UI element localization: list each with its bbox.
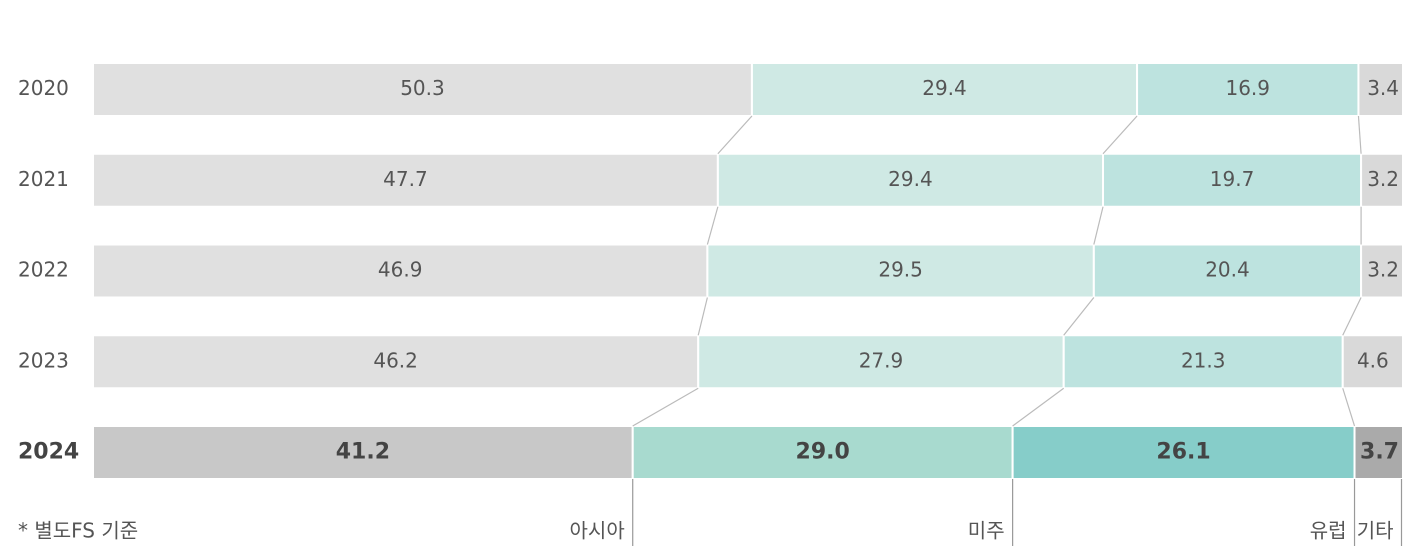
data-label: 16.9 [1225,76,1270,100]
data-label: 46.9 [378,258,423,282]
data-label: 47.7 [383,167,428,191]
bar-segment [697,334,1065,390]
data-label: 19.7 [1210,167,1255,191]
bar-segment [1360,243,1403,299]
bar-segment [92,152,719,208]
data-label: 3.4 [1367,76,1399,100]
bar-segment [92,243,709,299]
bar-segment [716,152,1105,208]
y-tick-label: 2024 [18,440,79,465]
y-tick-label: 2020 [18,76,69,100]
data-label: 4.6 [1357,348,1389,372]
connector [1012,387,1065,427]
connector [717,115,753,155]
bar-segment [1136,62,1360,117]
data-label: 29.0 [796,440,850,465]
y-tick-label: 2021 [18,167,69,191]
data-label: 29.5 [878,258,923,282]
connector [1102,115,1138,155]
bar-segment [92,425,634,480]
connector [1342,388,1356,427]
y-tick-label: 2022 [18,258,69,282]
legend-label: 기타 [1357,519,1394,543]
legend-label: 유럽 [1310,519,1347,543]
bar-segment [1360,152,1403,208]
data-label: 3.2 [1367,258,1399,282]
legend-label: 아시아 [570,519,625,543]
bar-segment [631,425,1014,480]
data-label: 27.9 [859,348,904,372]
bar-segment [1341,334,1403,390]
data-label: 29.4 [888,167,933,191]
data-label: 3.7 [1360,440,1399,465]
data-label: 46.2 [373,348,418,372]
connector [1357,115,1362,154]
bar-segment [1102,152,1363,208]
note: * 별도FS 기준 [18,519,138,543]
connector [632,387,699,427]
connector [1063,297,1095,336]
bar-segment [1011,425,1356,480]
bar-segment [1353,425,1403,480]
y-tick-label: 2023 [18,348,69,372]
data-label: 26.1 [1156,440,1210,465]
bar-segment [706,243,1095,299]
data-label: 21.3 [1181,348,1226,372]
bar-segment [92,334,700,390]
bar-segment [92,62,753,117]
bar-segment [750,62,1139,117]
data-label: 20.4 [1205,258,1250,282]
data-label: 29.4 [922,76,967,100]
data-label: 50.3 [400,76,445,100]
connector [706,206,719,245]
connector [697,297,708,336]
legend-label: 미주 [968,519,1005,543]
data-label: 41.2 [336,440,390,465]
data-label: 3.2 [1367,167,1399,191]
connector [1093,206,1104,245]
connector [1342,297,1362,336]
